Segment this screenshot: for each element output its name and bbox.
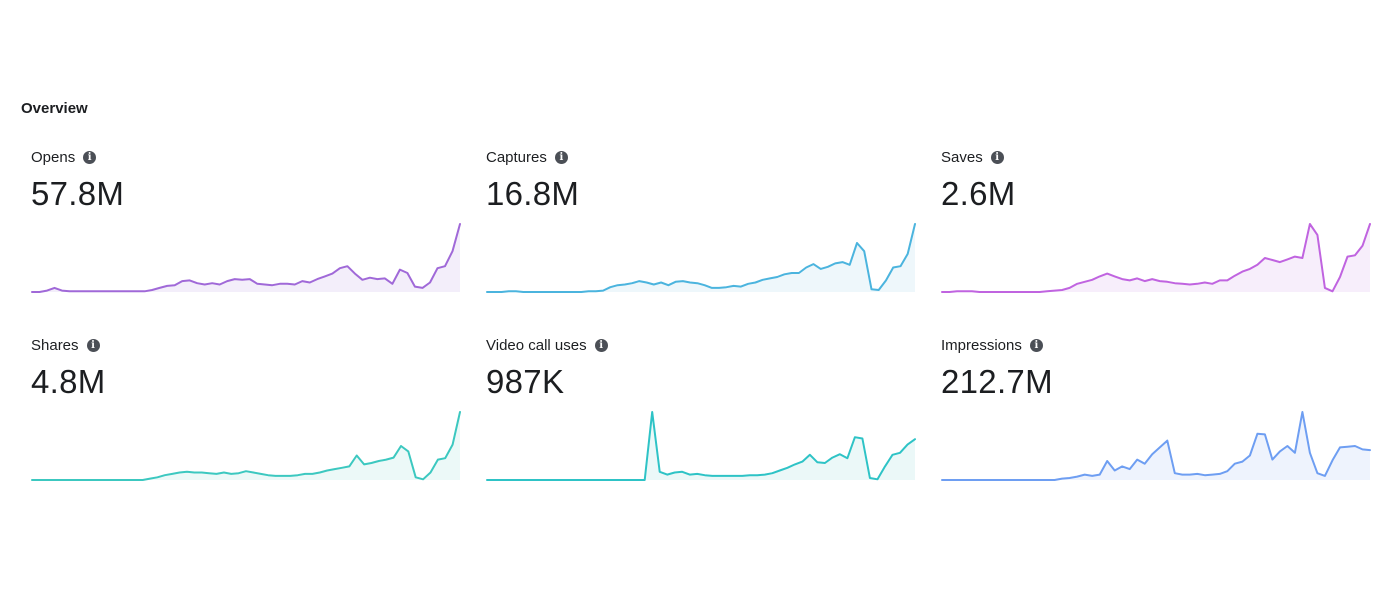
metric-header: Impressions i	[941, 336, 1371, 354]
sparkline-area	[487, 412, 915, 480]
sparkline-chart	[31, 223, 461, 293]
info-icon[interactable]: i	[86, 338, 100, 352]
metric-value: 212.7M	[941, 363, 1053, 400]
sparkline-line	[941, 223, 1371, 293]
sparkline-chart	[486, 411, 916, 481]
metric-header: Opens i	[31, 148, 461, 166]
metric-value: 2.6M	[941, 175, 1016, 212]
metric-card-video-call-uses[interactable]: Video call uses i 987K	[486, 336, 916, 486]
info-icon[interactable]: i	[83, 150, 97, 164]
overview-title: Overview	[21, 100, 88, 117]
sparkline-line	[486, 411, 916, 481]
sparkline-chart	[31, 411, 461, 481]
metric-card-opens[interactable]: Opens i 57.8M	[31, 148, 461, 298]
info-icon[interactable]: i	[1029, 338, 1043, 352]
sparkline-line	[486, 223, 916, 293]
metric-label: Video call uses	[486, 336, 587, 354]
sparkline-area	[32, 412, 460, 480]
metric-label: Impressions	[941, 336, 1022, 354]
metric-label: Captures	[486, 148, 547, 166]
metric-label: Shares	[31, 336, 79, 354]
sparkline-line	[31, 411, 461, 481]
sparkline-chart	[486, 223, 916, 293]
metric-value: 987K	[486, 363, 565, 400]
metric-label: Opens	[31, 148, 76, 166]
sparkline-line	[31, 223, 461, 293]
metric-header: Video call uses i	[486, 336, 916, 354]
sparkline-chart	[941, 223, 1371, 293]
metric-label: Saves	[941, 148, 983, 166]
metric-header: Saves i	[941, 148, 1371, 166]
sparkline-area	[487, 224, 915, 292]
info-icon[interactable]: i	[554, 150, 568, 164]
sparkline-chart	[941, 411, 1371, 481]
metric-header: Captures i	[486, 148, 916, 166]
sparkline-area	[942, 412, 1370, 480]
metric-value: 57.8M	[31, 175, 125, 212]
sparkline-area	[32, 224, 460, 292]
metric-header: Shares i	[31, 336, 461, 354]
metric-card-shares[interactable]: Shares i 4.8M	[31, 336, 461, 486]
metric-card-captures[interactable]: Captures i 16.8M	[486, 148, 916, 298]
metric-value: 4.8M	[31, 363, 106, 400]
sparkline-line	[941, 411, 1371, 481]
info-icon[interactable]: i	[990, 150, 1004, 164]
info-icon[interactable]: i	[594, 338, 608, 352]
metric-card-saves[interactable]: Saves i 2.6M	[941, 148, 1371, 298]
sparkline-area	[942, 224, 1370, 292]
metric-value: 16.8M	[486, 175, 580, 212]
metric-card-impressions[interactable]: Impressions i 212.7M	[941, 336, 1371, 486]
